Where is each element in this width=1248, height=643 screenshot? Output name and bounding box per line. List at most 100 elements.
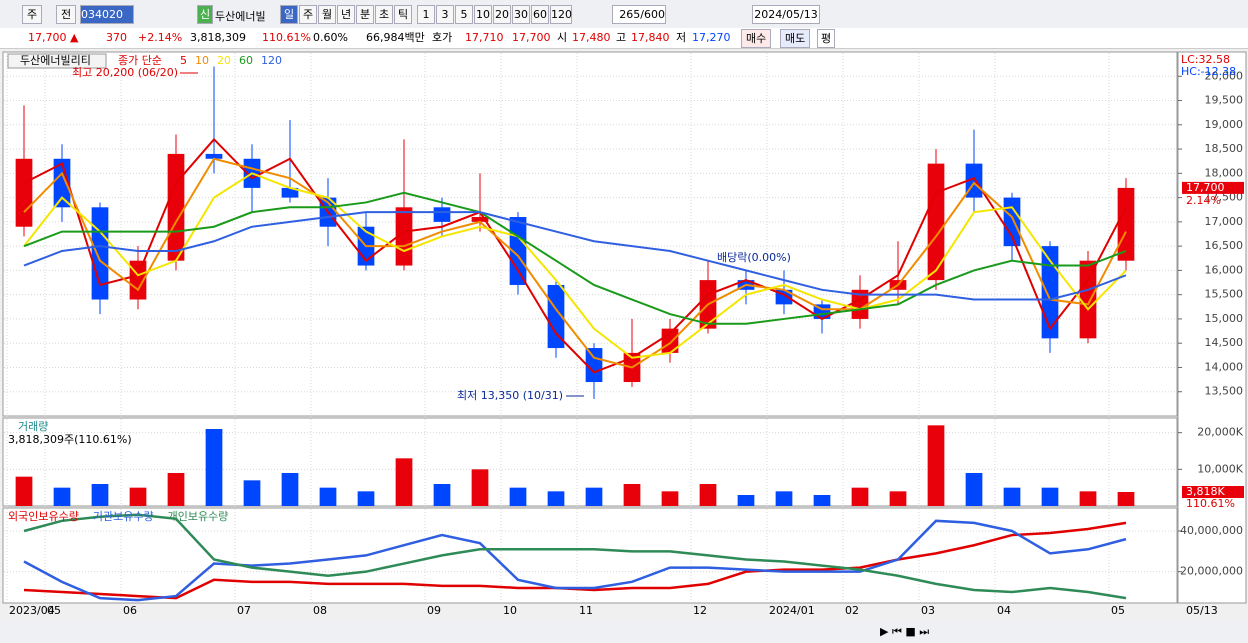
volume-bar [1041, 487, 1059, 506]
toolbar-button[interactable]: 30 [512, 5, 530, 24]
volume-title: 거래량 [18, 420, 48, 433]
hc-label: HC:-12.38 [1181, 65, 1236, 78]
y-tick-label: 15,500 [1205, 288, 1244, 301]
y-tick-label: 14,500 [1205, 336, 1244, 349]
legend-entry: 기관보유수량 [93, 510, 154, 523]
bid-label: 호가 [432, 31, 453, 44]
candle-body [471, 217, 489, 222]
code-input[interactable]: 034020 [80, 5, 134, 24]
legend-entry: 60 [239, 54, 253, 67]
toolbar-button[interactable]: 일 [280, 5, 298, 24]
x-end-label: 05/13 [1186, 604, 1218, 617]
mode-select[interactable]: 전 [56, 5, 76, 24]
x-tick-label: 04 [997, 604, 1011, 617]
volume-bar [433, 484, 451, 506]
volume-bar [167, 473, 185, 506]
last-volume-box [1182, 485, 1244, 498]
legend-entry: 20 [217, 54, 231, 67]
toolbar-button[interactable]: 틱 [394, 5, 412, 24]
candle-body [395, 207, 413, 266]
toolbar-button[interactable]: 초 [375, 5, 393, 24]
market-select[interactable]: 주 [22, 5, 42, 24]
high: 17,840 [631, 31, 670, 44]
nav-icons[interactable]: ▶ ⏮ ■ ⏭ [880, 625, 929, 638]
volume-bar [1003, 487, 1021, 506]
y-tick-label: 20,000,000 [1180, 565, 1243, 578]
toolbar-button[interactable]: 120 [550, 5, 572, 24]
volume-bar [547, 491, 565, 506]
y-tick-label: 18,000 [1205, 166, 1244, 179]
price: 17,700 ▲ [28, 31, 79, 44]
toolbar-button[interactable]: 년 [337, 5, 355, 24]
candle-body [927, 163, 945, 281]
toolbar-button[interactable]: 월 [318, 5, 336, 24]
low: 17,270 [692, 31, 731, 44]
legend-entry: 개인보유수량 [168, 510, 229, 523]
volume-bar [889, 491, 907, 506]
volume-bar [357, 491, 375, 506]
series-line [23, 211, 1127, 301]
volume-bar [205, 429, 223, 506]
y-tick-label: 20,000K [1197, 426, 1243, 439]
title-box [7, 53, 107, 69]
volume-bar [851, 487, 869, 506]
sell-button[interactable]: 매도 [780, 29, 811, 48]
count: 265 [619, 8, 641, 21]
new-badge[interactable]: 신 [197, 5, 213, 24]
y-tick-label: 19,000 [1205, 118, 1244, 131]
volume-bar [15, 476, 33, 506]
volume-bar [1117, 491, 1135, 506]
volume-ratio: 110.61% [262, 31, 311, 44]
toolbar-button[interactable]: 60 [531, 5, 549, 24]
volume: 3,818,309 [190, 31, 246, 44]
last-price-box [1182, 181, 1244, 194]
candle-body [547, 284, 565, 349]
toolbar-button[interactable]: 5 [455, 5, 473, 24]
y-tick-label: 17,000 [1205, 215, 1244, 228]
candle-body [15, 158, 33, 227]
volume-bar [775, 491, 793, 506]
toolbar-button[interactable]: 10 [474, 5, 492, 24]
right-axis [1177, 51, 1247, 604]
toolbar-button[interactable]: 20 [493, 5, 511, 24]
buy-button[interactable]: 매수 [741, 29, 772, 48]
quote-bar: 17,700 ▲ 370 +2.14% 3,818,309 110.61% 0.… [0, 28, 1248, 49]
volume-bar [1079, 491, 1097, 506]
x-tick-label: 12 [693, 604, 707, 617]
candle-body [91, 207, 109, 300]
y-tick-label: 19,500 [1205, 94, 1244, 107]
bottom-bar [0, 622, 1248, 643]
x-tick-label: 02 [845, 604, 859, 617]
navigation[interactable]: ▶ ⏮ ■ ⏭ [880, 625, 929, 638]
avg-button[interactable]: 평 [817, 29, 836, 48]
series-line [23, 513, 1127, 600]
x-tick-label: 03 [921, 604, 935, 617]
toolbar-button[interactable]: 주 [299, 5, 317, 24]
x-tick-label: 05 [1111, 604, 1125, 617]
last-volume-ratio: 110.61% [1186, 497, 1235, 510]
volume-bar [737, 495, 755, 506]
toolbar-button[interactable]: 분 [356, 5, 374, 24]
x-tick-label: 07 [237, 604, 251, 617]
count-input[interactable]: 265/600 [612, 5, 666, 24]
volume-bar [965, 473, 983, 506]
y-tick-label: 16,500 [1205, 239, 1244, 252]
y-tick-label: 18,500 [1205, 142, 1244, 155]
candle-body [53, 158, 71, 208]
volume-bar [129, 487, 147, 506]
volume-bar [243, 480, 261, 506]
open-label: 시 [557, 31, 568, 44]
toolbar-button[interactable]: 1 [417, 5, 435, 24]
high-label: 고 [616, 31, 627, 44]
stock-name: 두산에너빌 [215, 10, 266, 23]
date-input[interactable]: 2024/05/13 [752, 5, 820, 24]
volume-bar [471, 469, 489, 506]
toolbar: 주 전 034020 신 두산에너빌 일 주 월 년 분 초 틱 1 3 5 10 20 30 60 120… [0, 0, 1248, 29]
volume-subtitle: 3,818,309주(110.61%) [8, 433, 132, 446]
ask: 17,710 [465, 31, 504, 44]
plot: 5 10 20 60 120 외국인보유수량 기관보유수량 개인보유수량 17,7002.14%… [8, 54, 1244, 602]
toolbar-button[interactable]: 3 [436, 5, 454, 24]
legend-label: 종가 단순 [118, 54, 162, 67]
